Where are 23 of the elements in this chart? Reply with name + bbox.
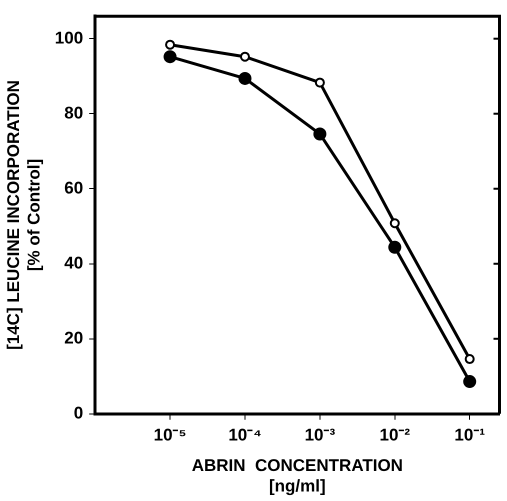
point — [388, 240, 402, 254]
y-tick-label: 100 — [54, 28, 84, 48]
x-tick-label: 10⁻⁴ — [228, 426, 262, 445]
x-axis-title: ABRIN CONCENTRATION [ng/ml] — [192, 456, 403, 496]
y-tick-label: 40 — [64, 253, 84, 272]
y-tick-label: 0 — [74, 403, 84, 422]
y-tick-label: 80 — [64, 103, 84, 122]
y-tick-label: 60 — [64, 178, 84, 198]
x-tick-label: 10⁻² — [379, 426, 410, 445]
point — [390, 218, 400, 228]
point — [165, 40, 176, 50]
point — [164, 50, 177, 64]
point — [238, 72, 252, 85]
x-tick-label: 10⁻³ — [304, 426, 336, 445]
x-tick-label: 10⁻¹ — [454, 426, 486, 445]
point — [464, 354, 475, 364]
point — [314, 78, 325, 88]
point — [240, 52, 250, 62]
y-axis-title: [14C] LEUCINE INCORPORATION [% of Control] — [4, 80, 44, 350]
x-tick-label: 10⁻⁵ — [154, 426, 187, 445]
y-tick-label: 20 — [64, 328, 84, 348]
point — [313, 127, 326, 140]
point — [463, 375, 476, 388]
